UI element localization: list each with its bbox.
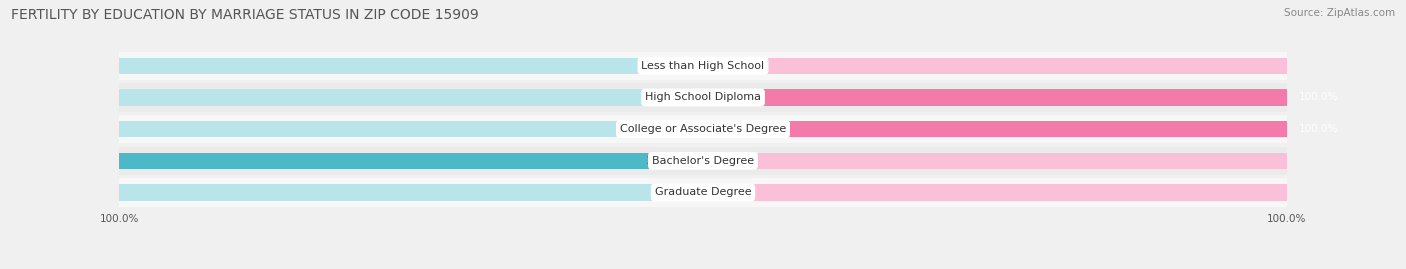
Text: FERTILITY BY EDUCATION BY MARRIAGE STATUS IN ZIP CODE 15909: FERTILITY BY EDUCATION BY MARRIAGE STATU… (11, 8, 479, 22)
Bar (120, 115, 1286, 143)
Bar (703, 121, 1286, 137)
Bar (120, 153, 703, 169)
Text: 0.0%: 0.0% (720, 61, 747, 71)
Bar (703, 153, 1286, 169)
Text: 0.0%: 0.0% (720, 187, 747, 197)
Bar (703, 184, 1286, 201)
Text: Graduate Degree: Graduate Degree (655, 187, 751, 197)
Bar (120, 89, 703, 106)
Text: Source: ZipAtlas.com: Source: ZipAtlas.com (1284, 8, 1395, 18)
Bar (703, 89, 1286, 106)
Text: 0.0%: 0.0% (659, 61, 686, 71)
Text: 100.0%: 100.0% (1299, 124, 1339, 134)
Text: 0.0%: 0.0% (659, 93, 686, 102)
Text: Bachelor's Degree: Bachelor's Degree (652, 156, 754, 166)
Text: College or Associate's Degree: College or Associate's Degree (620, 124, 786, 134)
Text: Less than High School: Less than High School (641, 61, 765, 71)
Bar (120, 83, 1286, 112)
Bar (120, 147, 1286, 175)
Bar (120, 121, 703, 137)
Bar (703, 58, 1286, 74)
Bar (120, 153, 703, 169)
Text: High School Diploma: High School Diploma (645, 93, 761, 102)
Text: 100.0%: 100.0% (1299, 93, 1339, 102)
Text: 0.0%: 0.0% (720, 156, 747, 166)
Text: 0.0%: 0.0% (659, 124, 686, 134)
Text: 0.0%: 0.0% (659, 187, 686, 197)
Bar (120, 52, 1286, 80)
Bar (703, 121, 1286, 137)
Bar (120, 178, 1286, 207)
Bar (703, 89, 1286, 106)
Bar (120, 184, 703, 201)
Text: 100.0%: 100.0% (647, 156, 686, 166)
Bar (120, 58, 703, 74)
